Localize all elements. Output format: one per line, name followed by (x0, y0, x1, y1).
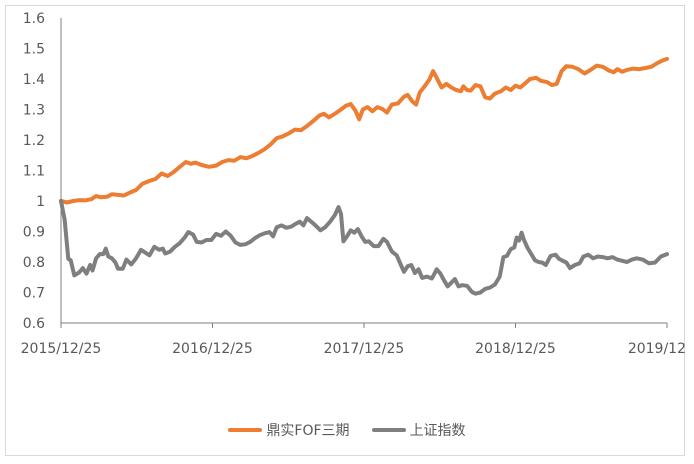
y-tick-label: 1 (36, 194, 45, 210)
y-tick-label: 1.5 (23, 42, 45, 58)
y-tick-label: 0.6 (23, 316, 45, 332)
legend-item-index: 上证指数 (371, 420, 466, 440)
x-tick-label: 2018/12/25 (475, 341, 556, 357)
y-tick-label: 1.2 (23, 133, 45, 149)
series-line-index (59, 199, 669, 296)
legend-label-fof: 鼎实FOF三期 (266, 423, 350, 439)
y-tick-label: 0.9 (23, 225, 45, 241)
x-tick-label: 2016/12/25 (172, 341, 253, 357)
y-tick-label: 1.1 (23, 164, 45, 180)
y-tick-label: 1.6 (23, 11, 45, 27)
y-tick-label: 0.8 (23, 255, 45, 271)
legend-swatch-fof-icon (228, 428, 263, 432)
y-tick-label: 0.7 (23, 286, 45, 302)
y-tick-label: 1.3 (23, 103, 45, 119)
legend: 鼎实FOF三期 上证指数 (0, 415, 694, 445)
legend-label-index: 上证指数 (409, 423, 466, 439)
y-tick-label: 1.4 (23, 72, 45, 88)
legend-swatch-index-icon (371, 428, 406, 432)
x-tick-label: 2015/12/25 (21, 341, 102, 357)
series-line-fof (59, 56, 669, 205)
x-tick-label: 2017/12/25 (324, 341, 405, 357)
x-tick-label: 2019/12 (628, 341, 686, 357)
legend-item-fof: 鼎实FOF三期 (228, 420, 350, 440)
chart-frame (5, 5, 685, 456)
